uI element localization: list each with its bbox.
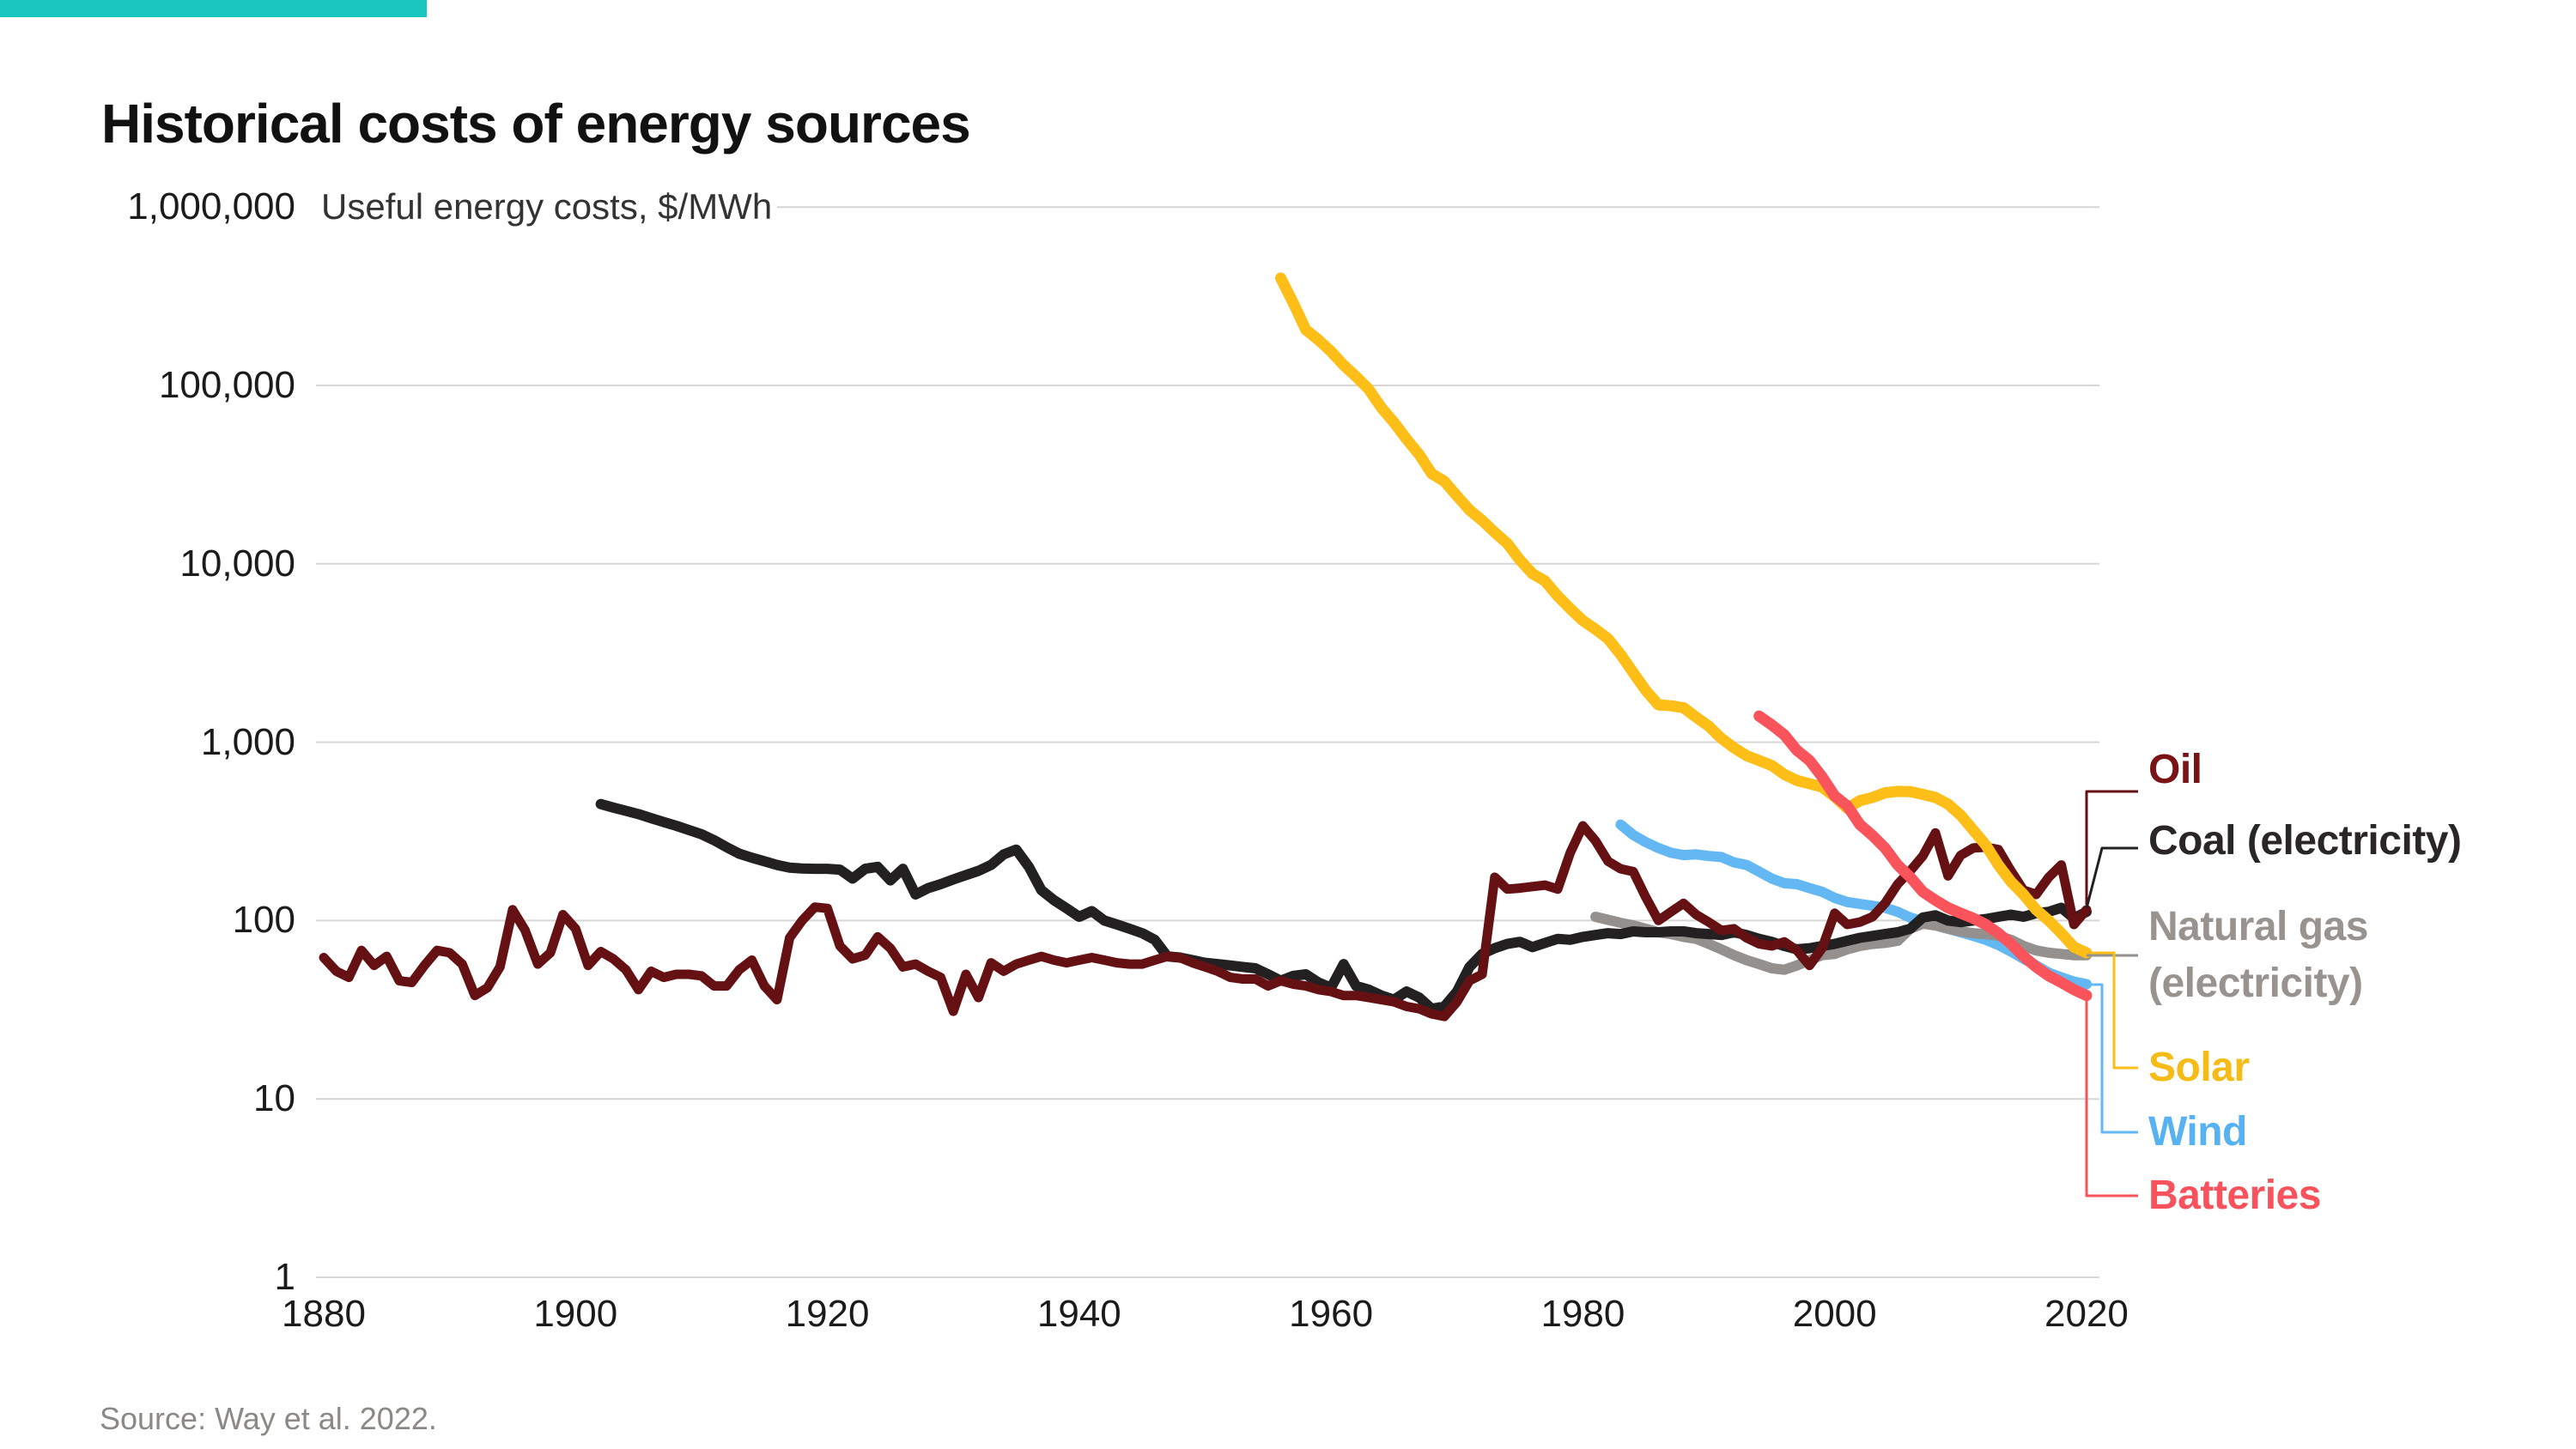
- accent-bar: [0, 0, 427, 17]
- y-tick-100: 100: [232, 899, 295, 942]
- legend-label-solar: Solar: [2148, 1045, 2250, 1090]
- x-tick-2020: 2020: [2044, 1293, 2129, 1335]
- y-tick-1: 1: [274, 1256, 295, 1298]
- x-tick-1880: 1880: [282, 1293, 366, 1335]
- x-tick-1900: 1900: [533, 1293, 618, 1335]
- x-tick-1980: 1980: [1540, 1293, 1625, 1335]
- legend-leader-batteries: [2085, 996, 2138, 1197]
- x-tick-1940: 1940: [1036, 1293, 1121, 1335]
- series-line-solar: [1275, 272, 2093, 959]
- series-line-wind: [1615, 819, 2092, 990]
- legend-leader-coal: [2085, 846, 2138, 909]
- y-tick-1,000,000: 1,000,000: [127, 185, 295, 228]
- page-title: Historical costs of energy sources: [101, 92, 971, 155]
- x-tick-2000: 2000: [1792, 1293, 1877, 1335]
- y-axis-title: Useful energy costs, $/MWh: [321, 186, 773, 227]
- legend-leader-solar: [2087, 951, 2138, 1070]
- x-tick-1920: 1920: [785, 1293, 870, 1335]
- legend-leader-oil: [2085, 790, 2138, 905]
- legend-label-natural-gas: Natural gas (electricity): [2148, 904, 2368, 1006]
- source-note: Source: Way et al. 2022.: [100, 1401, 437, 1436]
- y-tick-10,000: 10,000: [179, 542, 295, 585]
- series-line-oil: [319, 821, 2092, 1022]
- legend-label-coal: Coal (electricity): [2148, 818, 2462, 864]
- series-line-coal: [595, 798, 2092, 1015]
- x-tick-1960: 1960: [1289, 1293, 1374, 1335]
- y-tick-10: 10: [253, 1077, 295, 1120]
- legend-leader-wind: [2087, 983, 2138, 1134]
- y-tick-1,000: 1,000: [200, 720, 295, 763]
- series-line-batteries: [1753, 710, 2093, 1002]
- legend-label-wind: Wind: [2148, 1109, 2247, 1155]
- y-tick-100,000: 100,000: [158, 364, 295, 406]
- legend-label-batteries: Batteries: [2148, 1173, 2321, 1218]
- legend-label-oil: Oil: [2148, 747, 2202, 792]
